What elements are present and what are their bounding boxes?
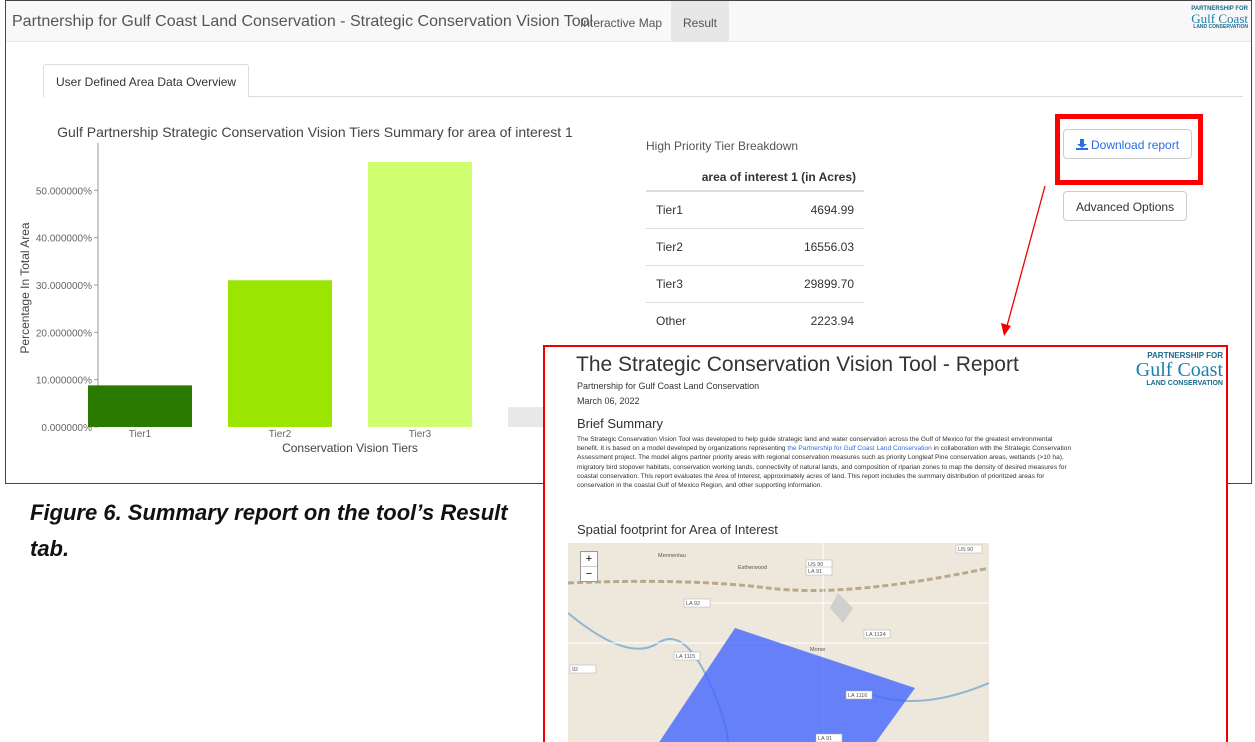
x-tick-label: Tier2 [269,429,292,440]
cell-value: 16556.03 [737,229,864,266]
bar [228,280,332,427]
section-heading: Brief Summary [577,416,663,431]
map-label: LA 1115 [676,654,695,660]
bar [88,385,192,427]
report-logo: PARTNERSHIP FOR Gulf Coast LAND CONSERVA… [1113,352,1223,387]
map-canvas: Mermentau Estherwood US 90 LA 91 LA 92 LA 112… [568,543,989,742]
cell-label: Tier3 [646,266,737,303]
map-label: LA 91 [818,736,832,742]
zoom-control: + − [580,551,598,582]
x-tick-label: Tier3 [409,429,432,440]
y-tick-label: 30.000000% [36,281,92,292]
page: Partnership for Gulf Coast Land Conserva… [0,0,1255,742]
cell-value: 2223.94 [737,303,864,340]
report-date: March 06, 2022 [577,396,640,406]
map-label: LA 91 [808,569,822,575]
cell-label: Tier1 [646,191,737,229]
highlight-box [1055,114,1203,185]
figure-caption: Figure 6. Summary report on the tool’s R… [30,495,510,567]
cell-label: Other [646,303,737,340]
map-label: Mermentau [658,553,686,559]
y-tick-label: 50.000000% [36,186,92,197]
area-of-interest [652,628,915,742]
advanced-button[interactable]: Advanced Options [1063,191,1187,221]
table-header: area of interest 1 (in Acres) [646,164,864,191]
y-tick-label: 20.000000% [36,328,92,339]
x-tick-label: Tier1 [129,429,152,440]
logo-text: LAND CONSERVATION [1156,25,1248,30]
railroad [568,568,989,591]
logo: PARTNERSHIP FOR Gulf Coast LAND CONSERVA… [1156,6,1248,30]
nav-tab-active[interactable]: Result [671,1,729,41]
chart-title: Gulf Partnership Strategic Conservation … [57,124,573,140]
cell-value: 4694.99 [737,191,864,229]
report-preview: The Strategic Conservation Vision Tool -… [543,345,1228,742]
map-label: LA 92 [686,601,700,607]
y-tick-label: 40.000000% [36,234,92,245]
map-label: Estherwood [738,565,767,571]
report-title: The Strategic Conservation Vision Tool -… [576,353,1019,377]
map-label: Morse [810,647,825,653]
x-axis-title: Conservation Vision Tiers [282,441,418,455]
map[interactable]: Mermentau Estherwood US 90 LA 91 LA 92 LA 112… [568,543,989,742]
cell-label: Tier2 [646,229,737,266]
report-org: Partnership for Gulf Coast Land Conserva… [577,381,759,391]
parcel [830,593,853,623]
map-label: LA 1124 [866,632,886,638]
section-heading: Spatial footprint for Area of Interest [577,522,778,537]
y-tick-label: 0.000000% [41,423,92,434]
bar [368,162,472,427]
summary-link[interactable]: the Partnership for Gulf Coast Land Cons… [787,445,931,452]
zoom-in[interactable]: + [581,552,597,567]
zoom-out[interactable]: − [581,567,597,581]
chart: Gulf Partnership Strategic Conservation … [0,0,620,484]
map-label: US 90 [958,547,973,553]
map-label: 92 [572,667,578,673]
y-tick-label: 10.000000% [36,376,92,387]
logo-text: Gulf Coast [1113,360,1223,380]
breakdown-title: High Priority Tier Breakdown [646,139,798,153]
summary-text: The Strategic Conservation Vision Tool w… [577,435,1072,490]
logo-text: LAND CONSERVATION [1113,380,1223,387]
map-label: LA 1116 [848,693,867,699]
cell-value: 29899.70 [737,266,864,303]
y-axis-title: Percentage In Total Area [18,222,32,354]
